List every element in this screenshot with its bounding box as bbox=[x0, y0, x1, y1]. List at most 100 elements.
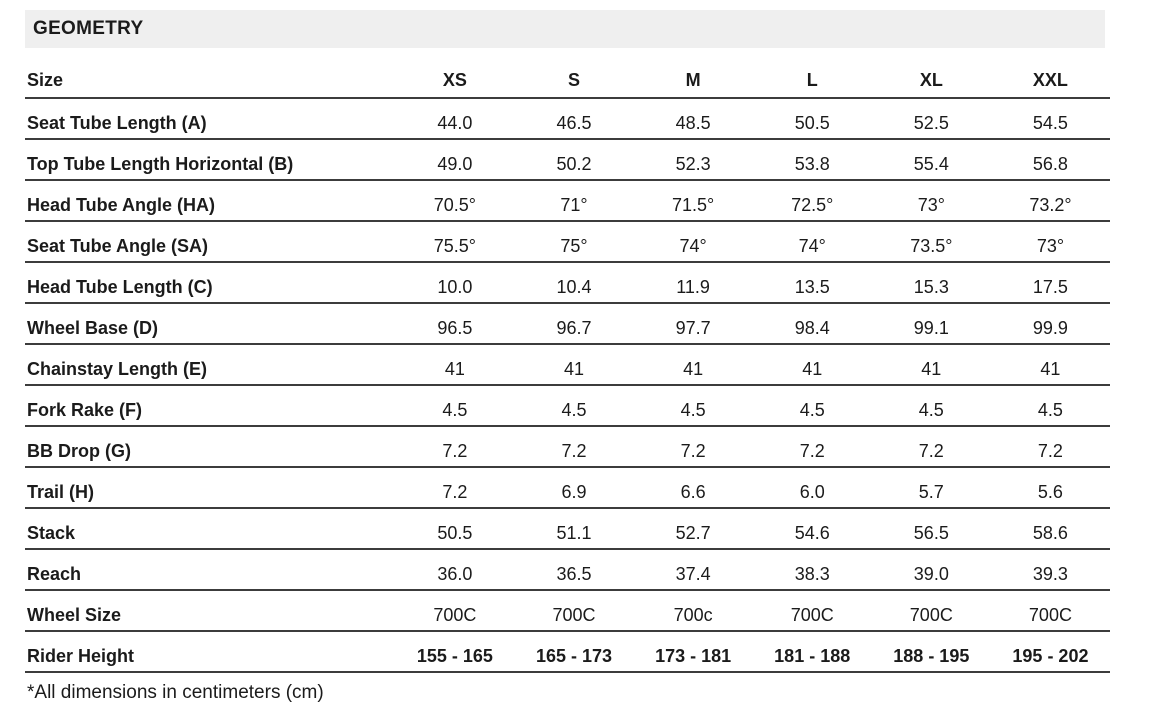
table-row-top-tube-length: Top Tube Length Horizontal (B) 49.0 50.2… bbox=[25, 139, 1110, 180]
cell: 50.2 bbox=[556, 153, 592, 174]
size-column-header: Size bbox=[27, 69, 64, 90]
row-label: Head Tube Length (C) bbox=[27, 276, 213, 297]
cell: 52.5 bbox=[913, 112, 949, 133]
cell: 4.5 bbox=[680, 399, 706, 420]
size-header-row: Size XS S M L XL XXL bbox=[25, 54, 1110, 98]
cell: 73.2° bbox=[1029, 194, 1072, 215]
cell: 195 - 202 bbox=[1012, 645, 1089, 666]
cell: 44.0 bbox=[437, 112, 473, 133]
cell: 49.0 bbox=[437, 153, 473, 174]
cell: 36.5 bbox=[556, 563, 592, 584]
table-row-head-tube-length: Head Tube Length (C) 10.0 10.4 11.9 13.5… bbox=[25, 262, 1110, 303]
cell: 5.6 bbox=[1037, 481, 1063, 502]
cell: 4.5 bbox=[561, 399, 587, 420]
cell: 700C bbox=[433, 604, 477, 625]
cell: 7.2 bbox=[799, 440, 825, 461]
table-row-head-tube-angle: Head Tube Angle (HA) 70.5° 71° 71.5° 72.… bbox=[25, 180, 1110, 221]
cell: 10.4 bbox=[556, 276, 592, 297]
cell: 7.2 bbox=[1037, 440, 1063, 461]
cell: 70.5° bbox=[433, 194, 476, 215]
cell: 52.3 bbox=[675, 153, 711, 174]
cell: 700C bbox=[790, 604, 834, 625]
col-header-l: L bbox=[806, 69, 818, 90]
cell: 188 - 195 bbox=[893, 645, 970, 666]
row-label: Top Tube Length Horizontal (B) bbox=[27, 153, 294, 174]
cell: 74° bbox=[798, 235, 826, 256]
cell: 56.5 bbox=[913, 522, 949, 543]
cell: 58.6 bbox=[1032, 522, 1068, 543]
cell: 700C bbox=[1028, 604, 1072, 625]
geometry-table: Size XS S M L XL XXL Seat Tube Length (A… bbox=[25, 54, 1110, 673]
cell: 155 - 165 bbox=[416, 645, 493, 666]
cell: 72.5° bbox=[791, 194, 834, 215]
cell: 38.3 bbox=[794, 563, 830, 584]
cell: 7.2 bbox=[561, 440, 587, 461]
cell: 13.5 bbox=[794, 276, 830, 297]
cell: 700C bbox=[552, 604, 596, 625]
cell: 4.5 bbox=[799, 399, 825, 420]
cell: 99.9 bbox=[1032, 317, 1068, 338]
cell: 97.7 bbox=[675, 317, 711, 338]
cell: 41 bbox=[802, 358, 823, 379]
row-label: Reach bbox=[27, 563, 82, 584]
cell: 41 bbox=[563, 358, 584, 379]
table-row-trail: Trail (H) 7.2 6.9 6.6 6.0 5.7 5.6 bbox=[25, 467, 1110, 508]
row-label: Rider Height bbox=[27, 645, 135, 666]
cell: 173 - 181 bbox=[655, 645, 732, 666]
row-label: Fork Rake (F) bbox=[27, 399, 143, 420]
cell: 11.9 bbox=[676, 276, 710, 297]
cell: 46.5 bbox=[556, 112, 592, 133]
col-header-xl: XL bbox=[919, 69, 943, 90]
cell: 6.9 bbox=[561, 481, 587, 502]
cell: 96.5 bbox=[437, 317, 473, 338]
section-header-bar: GEOMETRY bbox=[25, 10, 1105, 48]
table-row-bb-drop: BB Drop (G) 7.2 7.2 7.2 7.2 7.2 7.2 bbox=[25, 426, 1110, 467]
cell: 4.5 bbox=[1037, 399, 1063, 420]
cell: 7.2 bbox=[442, 440, 468, 461]
table-row-seat-tube-length: Seat Tube Length (A) 44.0 46.5 48.5 50.5… bbox=[25, 98, 1110, 139]
row-label: Wheel Base (D) bbox=[27, 317, 159, 338]
cell: 7.2 bbox=[918, 440, 944, 461]
cell: 51.1 bbox=[556, 522, 592, 543]
cell: 50.5 bbox=[437, 522, 473, 543]
table-row-seat-tube-angle: Seat Tube Angle (SA) 75.5° 75° 74° 74° 7… bbox=[25, 221, 1110, 262]
cell: 700c bbox=[673, 604, 713, 625]
table-row-fork-rake: Fork Rake (F) 4.5 4.5 4.5 4.5 4.5 4.5 bbox=[25, 385, 1110, 426]
cell: 55.4 bbox=[913, 153, 949, 174]
cell: 39.3 bbox=[1032, 563, 1068, 584]
row-label: Trail (H) bbox=[27, 481, 95, 502]
col-header-m: M bbox=[685, 69, 701, 90]
cell: 50.5 bbox=[794, 112, 830, 133]
units-footnote: *All dimensions in centimeters (cm) bbox=[27, 682, 324, 703]
row-label: BB Drop (G) bbox=[27, 440, 131, 461]
cell: 10.0 bbox=[437, 276, 473, 297]
col-header-xs: XS bbox=[442, 69, 467, 90]
cell: 41 bbox=[683, 358, 704, 379]
cell: 4.5 bbox=[918, 399, 944, 420]
cell: 181 - 188 bbox=[774, 645, 851, 666]
cell: 4.5 bbox=[442, 399, 468, 420]
cell: 98.4 bbox=[794, 317, 830, 338]
cell: 41 bbox=[921, 358, 942, 379]
section-title: GEOMETRY bbox=[33, 18, 144, 39]
cell: 17.5 bbox=[1032, 276, 1068, 297]
cell: 6.6 bbox=[680, 481, 706, 502]
cell: 96.7 bbox=[556, 317, 592, 338]
cell: 48.5 bbox=[675, 112, 711, 133]
cell: 39.0 bbox=[913, 563, 949, 584]
cell: 75° bbox=[560, 235, 588, 256]
cell: 71.5° bbox=[671, 194, 715, 215]
cell: 5.7 bbox=[918, 481, 944, 502]
cell: 73° bbox=[1036, 235, 1065, 256]
cell: 7.2 bbox=[680, 440, 706, 461]
col-header-xxl: XXL bbox=[1032, 69, 1068, 90]
cell: 71° bbox=[560, 194, 588, 215]
row-label: Seat Tube Angle (SA) bbox=[27, 235, 209, 256]
cell: 52.7 bbox=[675, 522, 711, 543]
cell: 54.5 bbox=[1032, 112, 1068, 133]
table-row-stack: Stack 50.5 51.1 52.7 54.6 56.5 58.6 bbox=[25, 508, 1110, 549]
cell: 6.0 bbox=[799, 481, 825, 502]
cell: 73.5° bbox=[910, 235, 953, 256]
cell: 41 bbox=[444, 358, 465, 379]
cell: 36.0 bbox=[437, 563, 473, 584]
